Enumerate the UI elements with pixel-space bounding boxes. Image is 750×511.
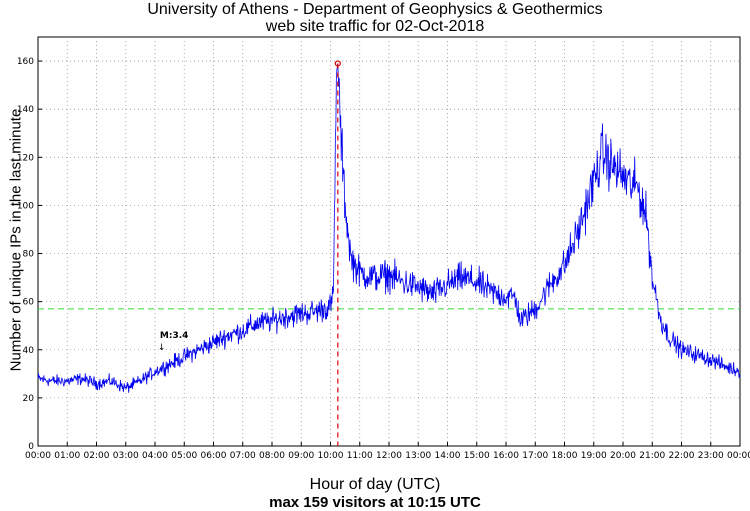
x-axis-label: Hour of day (UTC) (309, 476, 441, 493)
y-tick-label: 40 (23, 346, 35, 356)
x-tick-label: 12:00 (376, 451, 402, 461)
x-tick-label: 22:00 (669, 451, 695, 461)
x-tick-label: 10:00 (318, 451, 344, 461)
grid (38, 37, 740, 446)
x-tick-label: 14:00 (435, 451, 461, 461)
quake-annotation-label: M:3.4 (160, 331, 189, 341)
x-tick-label: 02:00 (84, 451, 110, 461)
x-tick-label: 15:00 (464, 451, 490, 461)
x-tick-label: 21:00 (639, 451, 665, 461)
y-tick-label: 20 (23, 394, 35, 404)
quake-annotation-arrow: ↓ (158, 343, 166, 353)
y-axis: 0 20 40 60 80 100 120 140 160 (17, 57, 42, 452)
x-axis: 00:00 01:00 02:00 03:00 04:00 05:00 06:00 07:00… (25, 442, 750, 461)
x-tick-label: 00:00 (25, 451, 51, 461)
x-tick-label: 09:00 (288, 451, 314, 461)
max-point (334, 60, 341, 67)
y-tick-label: 120 (17, 153, 34, 163)
series-line (37, 63, 741, 393)
y-axis-label: Number of unique IPs in the last minute (7, 108, 25, 372)
y-tick-label: 140 (17, 105, 34, 115)
x-tick-label: 03:00 (113, 451, 139, 461)
x-tick-label: 04:00 (142, 451, 168, 461)
y-tick-label: 160 (17, 57, 34, 67)
y-tick-label: 0 (28, 442, 34, 452)
x-tick-label: 17:00 (522, 451, 548, 461)
chart-title-line-2: web site traffic for 02-Oct-2018 (265, 18, 485, 35)
y-tick-label: 100 (17, 201, 34, 211)
x-tick-label: 07:00 (230, 451, 256, 461)
max-summary: max 159 visitors at 10:15 UTC (269, 494, 481, 511)
y-tick-label: 80 (23, 250, 35, 260)
x-tick-label: 01:00 (54, 451, 80, 461)
x-tick-label: 06:00 (201, 451, 227, 461)
x-tick-label: 05:00 (171, 451, 197, 461)
x-tick-label: 08:00 (259, 451, 285, 461)
x-tick-label: 18:00 (552, 451, 578, 461)
x-tick-label: 19:00 (581, 451, 607, 461)
y-tick-label: 60 (23, 298, 35, 308)
x-tick-label: 13:00 (405, 451, 431, 461)
x-tick-label: 11:00 (347, 451, 373, 461)
x-tick-label: 23:00 (698, 451, 724, 461)
x-tick-label: 00:00 (727, 451, 750, 461)
x-tick-label: 16:00 (493, 451, 519, 461)
chart-title-line-1: University of Athens - Department of Geo… (147, 1, 603, 18)
x-tick-label: 20:00 (610, 451, 636, 461)
traffic-chart: 00:00 01:00 02:00 03:00 04:00 05:00 06:00 07:00… (17, 36, 750, 461)
